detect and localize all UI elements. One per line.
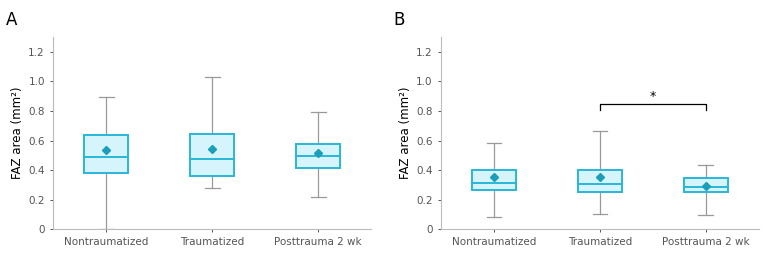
Bar — [190, 134, 234, 176]
Bar — [684, 178, 728, 191]
Y-axis label: FAZ area (mm²): FAZ area (mm²) — [11, 87, 24, 179]
Bar — [296, 144, 340, 168]
Y-axis label: FAZ area (mm²): FAZ area (mm²) — [399, 87, 412, 179]
Text: B: B — [393, 11, 405, 29]
Text: A: A — [5, 11, 17, 29]
Bar — [84, 135, 129, 173]
Bar — [578, 170, 622, 191]
Bar — [472, 170, 516, 190]
Text: *: * — [650, 90, 656, 103]
